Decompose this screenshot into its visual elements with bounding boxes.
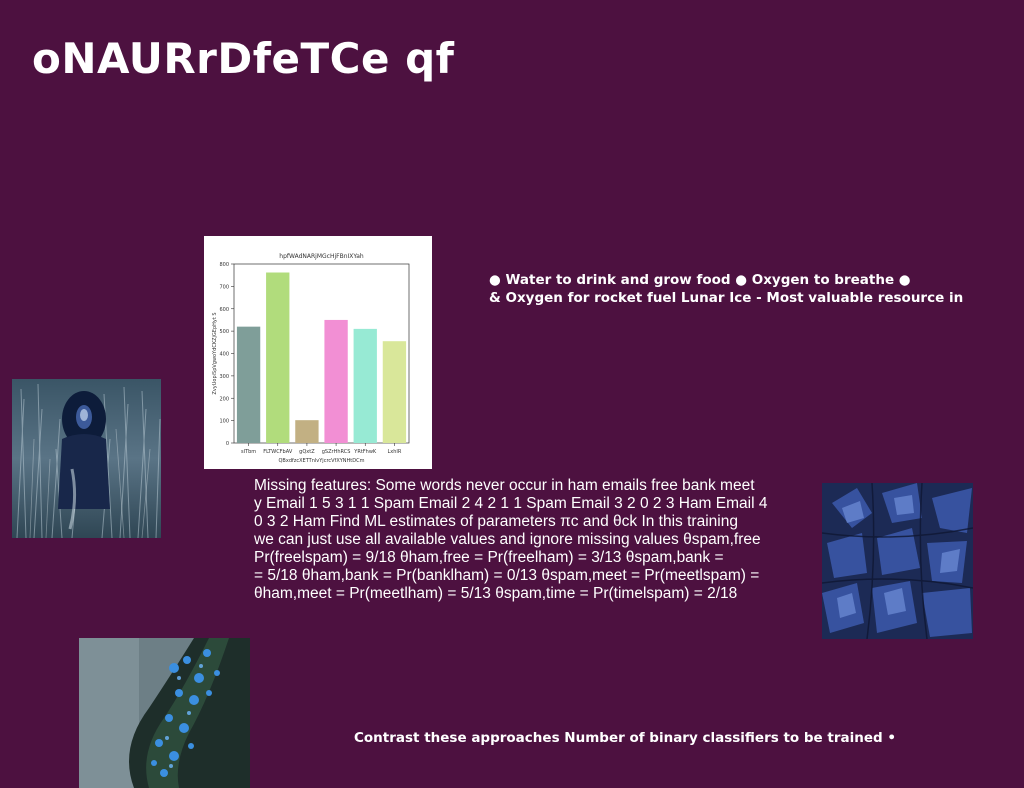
chart-y-tick-label: 600 [219,307,229,313]
chart-bar [353,328,377,443]
body-line: Pr(freelspam) = 9/18 θham,free = Pr(free… [254,549,724,566]
chart-y-tick-label: 700 [219,284,229,290]
chart-bar [236,326,261,443]
bar-chart-svg: hpfWAdNARjMGcHjFBnIXYah 0 100 200 300 400 500 6… [212,253,410,464]
chart-x-tick-label: sITbm [241,449,256,455]
chart-x-tick-label: gQxtZ [299,449,315,455]
chart-y-tick-label: 0 [226,441,229,447]
bar-chart: hpfWAdNARjMGcHjFBnIXYah 0 100 200 300 400 500 6… [204,236,432,469]
chart-y-tick-label: 400 [219,352,229,358]
chart-x-tick-label: YRtFhwK [353,449,377,455]
body-line: we can just use all available values and… [254,531,761,548]
chart-bar [324,319,348,443]
leaves-photo [822,483,973,639]
chart-y-tick-label: 800 [219,262,229,268]
bullet-line: & Oxygen for rocket fuel Lunar Ice - Mos… [489,290,964,306]
chart-bar [295,420,319,443]
body-line: Missing features: Some words never occur… [254,477,755,494]
chart-y-axis-label: ZvyUopiSpVgwoYdCKZjGEpHyt S [212,312,218,394]
chart-x-tick-label: gSZrHhRCS [322,449,351,455]
body-line: 0 3 2 Ham Find ML estimates of parameter… [254,513,738,530]
chart-bar [266,272,290,443]
chart-y-tick-label: 300 [219,374,229,380]
chart-y-tick-label: 200 [219,396,229,402]
body-text: Missing features: Some words never occur… [254,477,794,603]
chart-bar [382,341,407,443]
chart-y-tick-label: 100 [219,419,229,425]
body-line: y Email 1 5 3 1 1 Spam Email 2 4 2 1 1 S… [254,495,768,512]
slide-title: oNAURrDfeTCe qf [32,34,455,83]
tree-photo [79,638,250,788]
chart-x-axis-label: QBxdfzcXETTnlvYjcrcVfXYNHtDCm [279,458,365,464]
body-line: θham,meet = Pr(meetlham) = 5/13 θspam,ti… [254,585,738,602]
bullet-line: ● Water to drink and grow food ● Oxygen … [489,272,911,288]
bullet-text: ● Water to drink and grow food ● Oxygen … [489,271,1009,307]
chart-x-tick-label: FLTWCFbAV [263,449,293,455]
footer-text: Contrast these approaches Number of bina… [354,730,897,746]
chart-y-tick-label: 500 [219,329,229,335]
grass-photo [12,379,161,538]
chart-x-tick-label: LxhIR [387,449,401,455]
chart-title: hpfWAdNARjMGcHjFBnIXYah [279,253,364,260]
body-line: = 5/18 θham,bank = Pr(banklham) = 0/13 θ… [254,567,760,584]
